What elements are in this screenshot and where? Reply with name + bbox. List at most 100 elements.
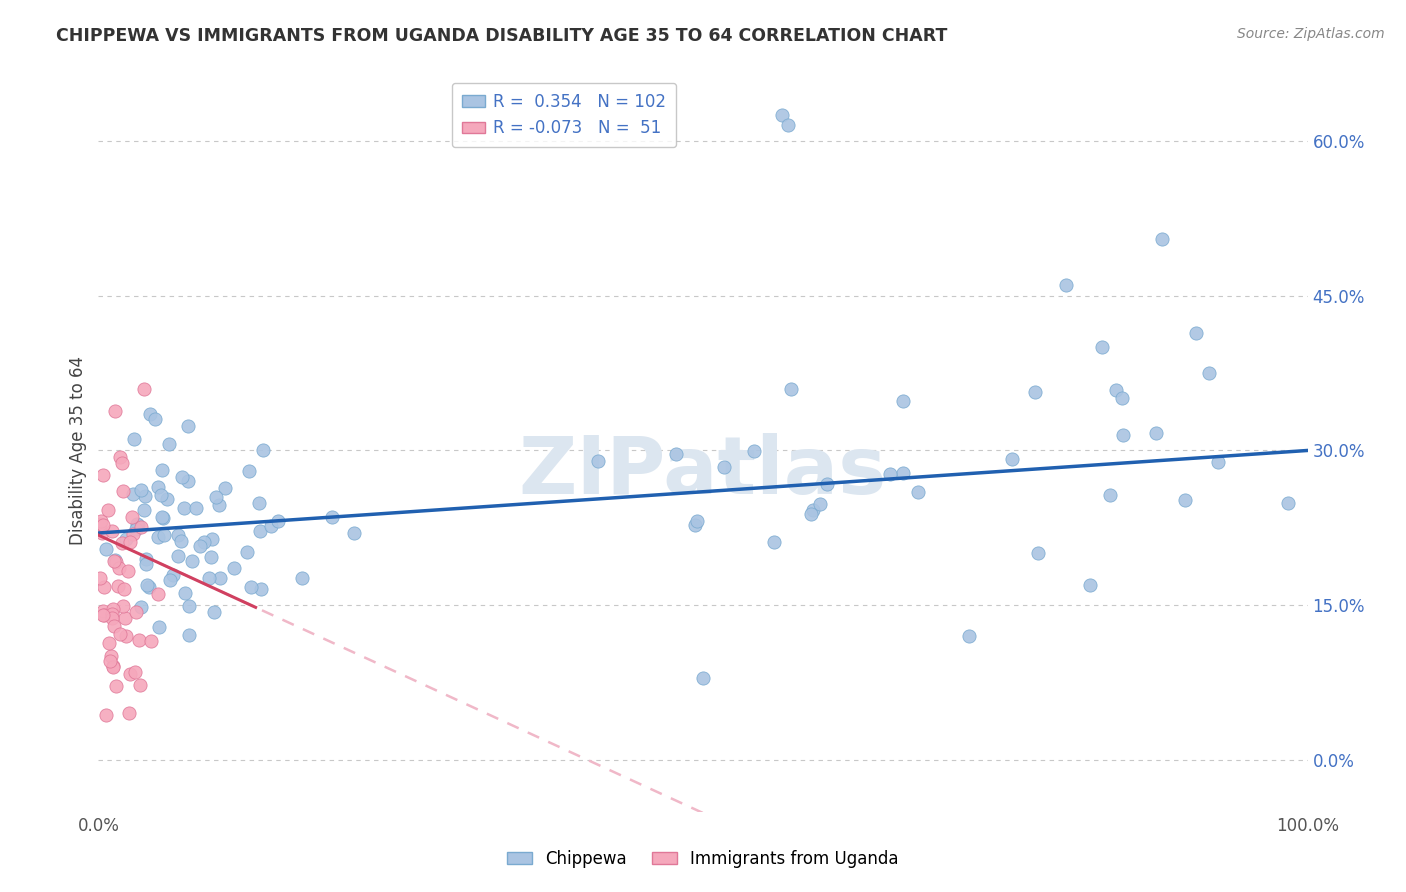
Point: [114, 611, 136, 625]
Point: [683, 518, 706, 533]
Point: [1206, 455, 1229, 469]
Point: [104, 403, 127, 417]
Point: [104, 553, 127, 567]
Point: [776, 119, 799, 133]
Point: [214, 481, 236, 495]
Point: [167, 528, 190, 542]
Point: [117, 564, 139, 578]
Point: [139, 634, 162, 648]
Point: [957, 629, 980, 643]
Point: [249, 524, 271, 538]
Point: [94, 542, 117, 557]
Point: [146, 530, 169, 544]
Point: [101, 660, 124, 674]
Point: [114, 629, 136, 643]
Point: [132, 503, 155, 517]
Point: [153, 528, 176, 542]
Point: [762, 534, 785, 549]
Point: [177, 474, 200, 488]
Point: [108, 450, 131, 465]
Point: [184, 500, 207, 515]
Point: [174, 585, 197, 599]
Point: [143, 411, 166, 425]
Point: [180, 554, 202, 568]
Point: [159, 574, 181, 588]
Point: [111, 536, 134, 550]
Point: [1105, 383, 1128, 397]
Point: [665, 447, 688, 461]
Point: [135, 577, 157, 591]
Point: [91, 525, 114, 540]
Point: [124, 522, 146, 536]
Legend: Chippewa, Immigrants from Uganda: Chippewa, Immigrants from Uganda: [501, 844, 905, 875]
Point: [103, 554, 125, 568]
Point: [208, 498, 231, 512]
Point: [150, 488, 173, 502]
Point: [103, 602, 125, 616]
Point: [742, 444, 765, 458]
Point: [808, 497, 831, 511]
Point: [800, 507, 823, 521]
Point: [112, 582, 135, 596]
Text: CHIPPEWA VS IMMIGRANTS FROM UGANDA DISABILITY AGE 35 TO 64 CORRELATION CHART: CHIPPEWA VS IMMIGRANTS FROM UGANDA DISAB…: [56, 27, 948, 45]
Point: [201, 532, 224, 546]
Point: [204, 605, 226, 619]
Point: [177, 628, 200, 642]
Point: [90, 514, 112, 528]
Point: [267, 514, 290, 528]
Point: [1026, 546, 1049, 560]
Point: [135, 552, 157, 566]
Point: [1185, 326, 1208, 340]
Point: [134, 489, 156, 503]
Point: [93, 607, 115, 622]
Point: [891, 467, 914, 481]
Point: [138, 580, 160, 594]
Point: [108, 561, 131, 575]
Point: [222, 561, 245, 575]
Point: [122, 487, 145, 501]
Point: [173, 500, 195, 515]
Point: [238, 464, 260, 478]
Point: [159, 437, 181, 451]
Point: [169, 533, 191, 548]
Point: [815, 477, 838, 491]
Point: [93, 581, 115, 595]
Point: [205, 490, 228, 504]
Point: [100, 524, 122, 538]
Point: [686, 514, 709, 528]
Point: [170, 470, 193, 484]
Point: [177, 419, 200, 434]
Point: [1111, 391, 1133, 405]
Point: [114, 532, 136, 546]
Point: [1111, 427, 1133, 442]
Y-axis label: Disability Age 35 to 64: Disability Age 35 to 64: [69, 356, 87, 545]
Point: [1078, 577, 1101, 591]
Point: [343, 526, 366, 541]
Point: [150, 463, 173, 477]
Point: [125, 605, 148, 619]
Point: [197, 571, 219, 585]
Point: [780, 382, 803, 396]
Point: [103, 618, 125, 632]
Point: [1174, 493, 1197, 508]
Point: [247, 496, 270, 510]
Point: [129, 677, 152, 691]
Point: [879, 467, 901, 481]
Point: [129, 599, 152, 614]
Point: [89, 517, 111, 532]
Point: [94, 708, 117, 723]
Point: [146, 480, 169, 494]
Point: [156, 492, 179, 507]
Point: [104, 679, 127, 693]
Point: [110, 456, 132, 470]
Point: [108, 627, 131, 641]
Point: [1001, 452, 1024, 467]
Point: [91, 518, 114, 533]
Point: [128, 632, 150, 647]
Point: [713, 459, 735, 474]
Point: [122, 432, 145, 446]
Point: [1277, 496, 1299, 510]
Point: [121, 510, 143, 524]
Point: [120, 535, 142, 549]
Point: [146, 587, 169, 601]
